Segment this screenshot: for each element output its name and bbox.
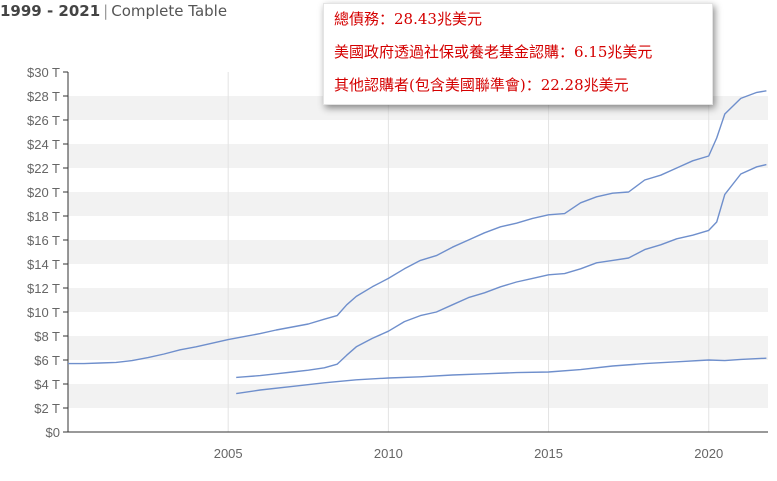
y-tick-label: $2 T	[34, 401, 60, 416]
complete-table-link[interactable]: Complete Table	[111, 2, 228, 20]
y-tick-label: $18 T	[27, 209, 60, 224]
grid-band	[68, 144, 768, 168]
intragovernmental-series-line	[236, 357, 767, 395]
header-separator: |	[103, 2, 109, 20]
y-tick-label: $24 T	[27, 137, 60, 152]
x-tick-label: 2020	[694, 446, 723, 461]
public-holdings-series-line	[236, 163, 767, 379]
grid-band	[68, 336, 768, 360]
y-tick-label: $8 T	[34, 329, 60, 344]
info-box: 總債務：28.43兆美元 美國政府透過社保或養老基金認購：6.15兆美元 其他認…	[323, 3, 713, 105]
y-tick-label: $4 T	[34, 377, 60, 392]
public-holdings-line: 其他認購者(包含美國聯準會)：22.28兆美元	[334, 76, 629, 94]
y-tick-label: $20 T	[27, 185, 60, 200]
grid-band	[68, 288, 768, 312]
y-tick-label: $22 T	[27, 161, 60, 176]
y-tick-label: $0	[46, 425, 60, 440]
grid-band	[68, 384, 768, 408]
intragovernmental-holdings-line: 美國政府透過社保或養老基金認購：6.15兆美元	[334, 43, 653, 61]
y-tick-label: $16 T	[27, 233, 60, 248]
total-debt-series-line	[68, 90, 767, 365]
y-tick-label: $10 T	[27, 305, 60, 320]
y-tick-label: $14 T	[27, 257, 60, 272]
date-range: 1999 - 2021	[0, 2, 101, 20]
x-tick-label: 2010	[374, 446, 403, 461]
x-tick-label: 2015	[534, 446, 563, 461]
chart-header: 1999 - 2021 | Complete Table	[0, 2, 227, 20]
y-tick-label: $12 T	[27, 281, 60, 296]
y-tick-label: $6 T	[34, 353, 60, 368]
y-tick-label: $30 T	[27, 65, 60, 80]
y-tick-label: $26 T	[27, 113, 60, 128]
total-debt-line: 總債務：28.43兆美元	[334, 10, 482, 28]
x-tick-label: 2005	[214, 446, 243, 461]
grid-band	[68, 192, 768, 216]
grid-band	[68, 240, 768, 264]
y-tick-label: $28 T	[27, 89, 60, 104]
